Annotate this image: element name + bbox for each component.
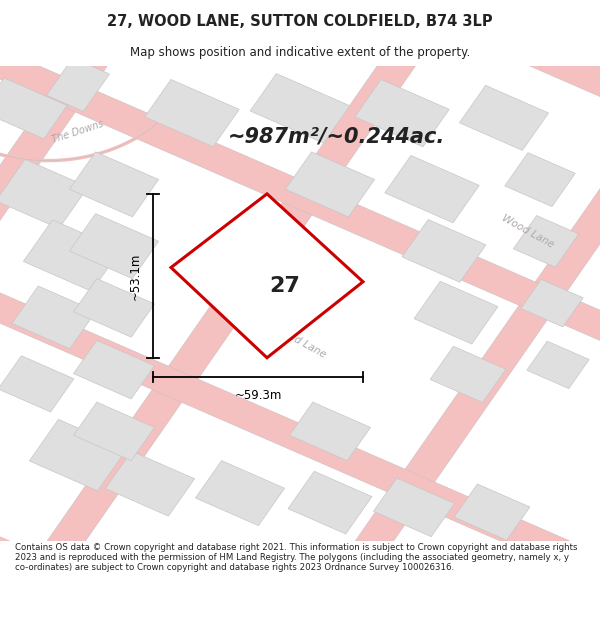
Polygon shape [29,419,127,491]
Polygon shape [514,216,578,268]
Polygon shape [70,152,158,217]
Polygon shape [0,159,88,229]
Polygon shape [74,279,154,337]
Polygon shape [290,402,370,461]
Polygon shape [23,220,121,291]
Polygon shape [385,156,479,222]
Polygon shape [145,79,239,147]
Polygon shape [0,239,600,625]
Polygon shape [527,341,589,389]
Polygon shape [521,279,583,327]
Polygon shape [0,52,600,625]
Text: Wood Lane: Wood Lane [272,322,328,359]
Polygon shape [374,478,454,537]
Polygon shape [196,461,284,526]
Polygon shape [505,152,575,207]
Polygon shape [272,0,600,625]
Polygon shape [12,286,96,349]
Polygon shape [286,152,374,217]
Polygon shape [454,484,530,540]
Text: ~59.3m: ~59.3m [235,389,281,402]
Polygon shape [402,219,486,282]
Polygon shape [106,451,194,516]
Text: 27: 27 [269,276,301,296]
Text: ~53.1m: ~53.1m [129,252,142,299]
Polygon shape [288,471,372,534]
Polygon shape [0,78,67,139]
Polygon shape [414,281,498,344]
Polygon shape [250,74,350,143]
Polygon shape [355,79,449,147]
Text: Map shows position and indicative extent of the property.: Map shows position and indicative extent… [130,46,470,59]
Polygon shape [47,58,109,111]
Text: The Downs: The Downs [51,119,105,145]
Polygon shape [0,0,459,625]
Text: Contains OS data © Crown copyright and database right 2021. This information is : Contains OS data © Crown copyright and d… [15,542,577,572]
Polygon shape [35,0,600,625]
Polygon shape [74,341,154,399]
Text: Wood Lane: Wood Lane [500,214,556,250]
Polygon shape [0,0,600,575]
Polygon shape [74,402,154,461]
Polygon shape [70,214,158,279]
Polygon shape [0,356,74,412]
Polygon shape [430,346,506,403]
Text: 27, WOOD LANE, SUTTON COLDFIELD, B74 3LP: 27, WOOD LANE, SUTTON COLDFIELD, B74 3LP [107,14,493,29]
Polygon shape [460,86,548,151]
Polygon shape [171,194,363,358]
Polygon shape [0,0,600,388]
Text: ~987m²/~0.244ac.: ~987m²/~0.244ac. [228,127,445,147]
